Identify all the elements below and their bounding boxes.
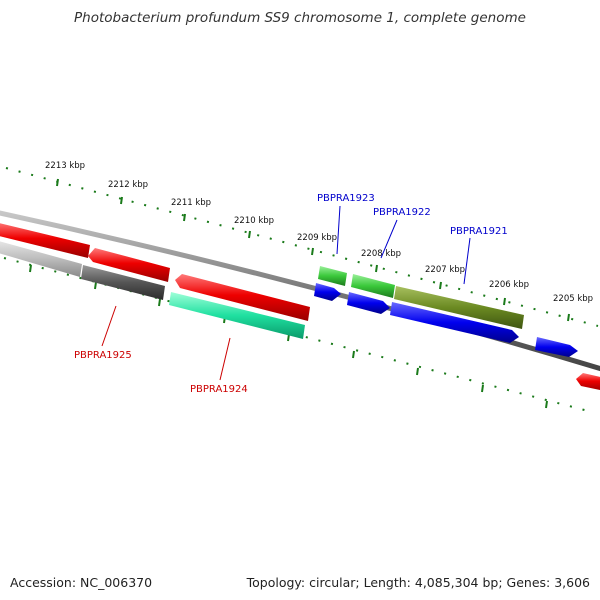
inner-major-ticks	[29, 264, 548, 409]
gene-label[interactable]: PBPRA1921	[450, 226, 508, 237]
gene-arrow-red[interactable]	[175, 274, 310, 321]
chromosome-backbone	[0, 210, 600, 372]
gene-label[interactable]: PBPRA1925	[74, 350, 132, 361]
gene-arrow-aqua[interactable]	[169, 292, 305, 339]
kbp-label: 2209 kbp	[297, 233, 337, 243]
genome-summary-text: Topology: circular; Length: 4,085,304 bp…	[246, 575, 590, 590]
gene-arrow-blue[interactable]	[347, 292, 390, 314]
kbp-label: 2211 kbp	[171, 198, 211, 208]
map-title: Photobacterium profundum SS9 chromosome …	[74, 10, 526, 26]
accession-text: Accession: NC_006370	[10, 575, 153, 590]
gene-label[interactable]: PBPRA1924	[190, 384, 248, 395]
outer-tick-ring	[5, 167, 599, 327]
kbp-labels: 2213 kbp 2212 kbp 2211 kbp 2210 kbp 2209…	[45, 161, 593, 304]
gene-arrow-green[interactable]	[318, 266, 347, 286]
gene-arrow-red[interactable]	[0, 222, 90, 258]
kbp-label: 2212 kbp	[108, 180, 148, 190]
gene-arrow-red[interactable]	[576, 373, 600, 391]
gene-callouts	[101, 205, 471, 381]
kbp-label: 2205 kbp	[553, 294, 593, 304]
gene-arrow-blue[interactable]	[390, 302, 519, 343]
gene-arrow-light-grey[interactable]	[0, 240, 82, 277]
kbp-label: 2206 kbp	[489, 280, 529, 290]
gene-arrow-red[interactable]	[88, 248, 170, 282]
kbp-label: 2208 kbp	[361, 249, 401, 259]
kbp-label: 2210 kbp	[234, 216, 274, 226]
gene-arrow-olive[interactable]	[394, 286, 524, 329]
kbp-label: 2213 kbp	[45, 161, 85, 171]
gene-arrow-grey[interactable]	[81, 265, 165, 300]
kbp-label: 2207 kbp	[425, 265, 465, 275]
gene-arrow-blue[interactable]	[535, 337, 578, 357]
gene-label[interactable]: PBPRA1923	[317, 193, 375, 204]
gene-label[interactable]: PBPRA1922	[373, 207, 431, 218]
gene-arrow-green[interactable]	[351, 274, 395, 298]
gene-arrow-blue[interactable]	[314, 283, 341, 301]
outer-major-ticks	[56, 178, 570, 322]
